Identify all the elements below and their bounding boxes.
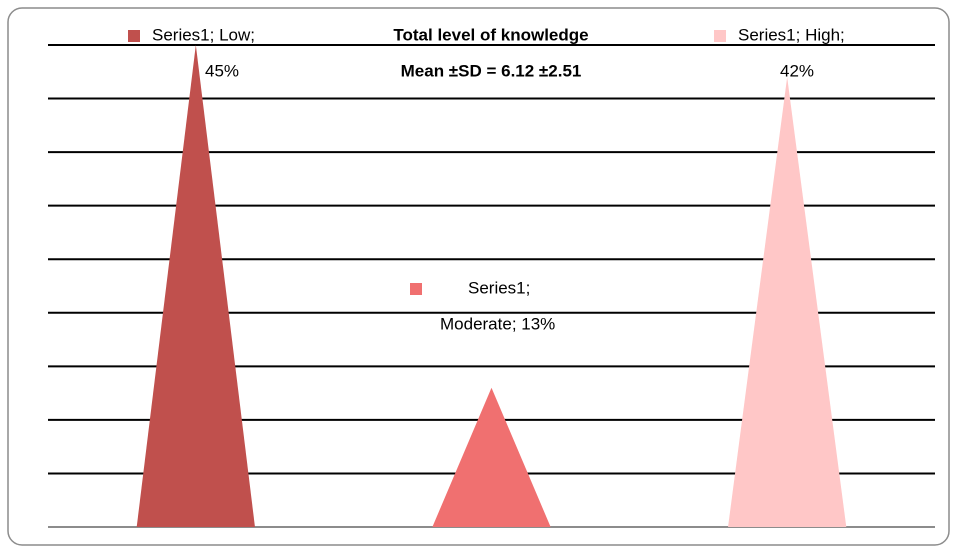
data-label: Series1; Low;	[152, 25, 255, 44]
marks	[136, 45, 847, 527]
data-label: Moderate; 13%	[440, 314, 555, 333]
chart-subtitle: Mean ±SD = 6.12 ±2.51	[401, 61, 582, 80]
data-label: Series1;	[468, 278, 530, 297]
label-key	[128, 30, 140, 42]
data-label: 42%	[780, 61, 814, 80]
labels: Series1; Low; 45% Series1; Moderate; 13% Ser…	[128, 25, 845, 333]
chart-title: Total level of knowledge	[393, 25, 588, 44]
label-key	[714, 30, 726, 42]
cone-bar	[432, 387, 551, 527]
data-label: Series1; High;	[738, 25, 845, 44]
cone-bar	[136, 45, 255, 527]
cone-bar	[728, 77, 847, 527]
chart-frame	[7, 7, 950, 546]
label-key	[410, 283, 422, 295]
data-label: 45%	[205, 61, 239, 80]
